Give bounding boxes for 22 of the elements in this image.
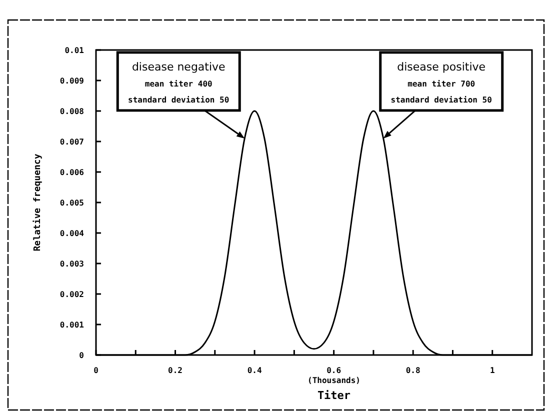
y-tick-label: 0.007 — [60, 138, 84, 146]
y-tick-label: 0.01 — [64, 46, 84, 55]
y-tick-label: 0.001 — [60, 320, 84, 330]
x-tick-label: 0.2 — [168, 366, 183, 375]
text: (Thousands) — [308, 376, 360, 385]
x-tick-label: 0 — [94, 366, 99, 375]
annotation: disease positive mean titer 700 standard deviation 50 — [390, 60, 492, 104]
y-tick-label: 0.005 — [60, 198, 84, 208]
y-tick-label: 0.004 — [60, 229, 84, 238]
y-tick-label: 0.008 — [60, 107, 84, 116]
x-tick-label: 0.4 — [247, 366, 262, 375]
y-tick-label: 0.009 — [60, 76, 84, 86]
x-axis-title: Titer — [317, 389, 351, 402]
x-tick-label: 0.8 — [406, 366, 420, 375]
y-tick-label: 0.003 — [60, 260, 84, 268]
y-tick-label: 0.002 — [60, 290, 84, 299]
x-tick-label: 0.6 — [326, 366, 342, 375]
y-tick-label: 0.006 — [60, 168, 84, 177]
y-axis-title: Relative frequency — [32, 153, 43, 252]
y-tick-label: 0 — [79, 351, 84, 360]
x-tick-label: 1 — [490, 366, 495, 375]
annotation: disease negative mean titer 400 standard deviation 50 — [128, 60, 230, 104]
